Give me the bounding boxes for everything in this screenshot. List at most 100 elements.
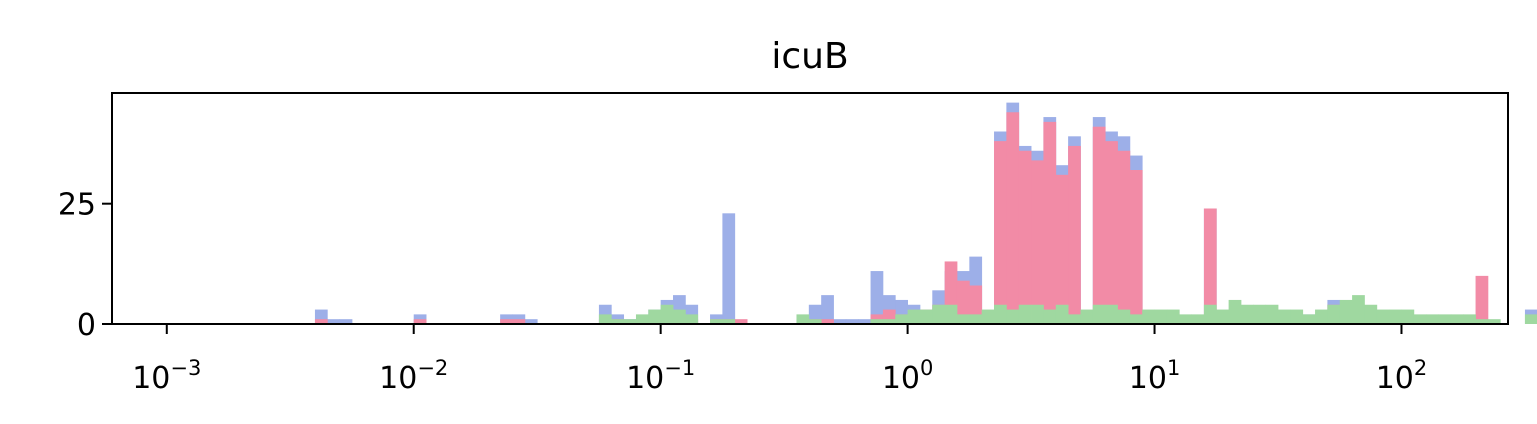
histogram-bar-s0-b1 [327, 319, 341, 324]
histogram-bar-s2-b70 [1179, 314, 1192, 324]
histogram-bar-s2-b40 [808, 319, 822, 324]
chart-title: icuB [771, 36, 848, 77]
histogram-bar-s0-b41 [821, 295, 834, 324]
histogram-bar-s2-b33 [722, 319, 736, 324]
histogram-bar-s1-b65 [1117, 150, 1131, 324]
histogram-bar-s1-b52 [956, 280, 970, 324]
histogram-bar-s2-b49 [919, 309, 933, 324]
histogram-bar-s2-b51 [944, 304, 958, 324]
histogram-bar-s1-b34 [734, 319, 748, 324]
histogram-bar-s2-b56 [1006, 309, 1020, 324]
histogram-bar-s2-b78 [1278, 309, 1291, 324]
histogram-bar-s2-b62 [1080, 309, 1094, 324]
histogram-bar-s1-b66 [1129, 170, 1143, 324]
histogram-bar-s0-b44 [858, 319, 871, 324]
histogram-bar-s2-b68 [1154, 309, 1168, 324]
histogram-bar-s2-b65 [1117, 309, 1131, 324]
histogram-bar-s2-b58 [1031, 304, 1044, 324]
x-tick-label-0: 10−3 [132, 356, 201, 396]
histogram-bar-s2-b29 [673, 309, 686, 324]
y-axis: 0 25 [58, 188, 112, 343]
histogram-bar-s2-b48 [907, 309, 921, 324]
histogram-bar-s2-b27 [648, 309, 662, 324]
histogram-bar-s2-b53 [969, 314, 983, 324]
x-axis: 10−3 10−2 10−1 100 101 102 [132, 324, 1427, 396]
histogram-bar-s0-b42 [833, 319, 847, 324]
x-tick-label-4: 101 [1129, 356, 1181, 396]
histogram-bar-s2-b24 [611, 319, 625, 324]
histogram-bar-s1-b63 [1092, 126, 1106, 324]
histogram-bar-s2-b76 [1253, 304, 1267, 324]
histogram-bar-s2-b64 [1105, 304, 1118, 324]
histogram-bar-s2-b86 [1376, 309, 1390, 324]
histogram-bar-s2-b77 [1265, 304, 1279, 324]
histogram-bar-s2-b95 [1487, 319, 1501, 324]
histogram-bar-s2-b50 [932, 304, 946, 324]
histogram-bar-s2-b59 [1043, 309, 1057, 324]
histogram-bar-s1-b58 [1031, 160, 1044, 324]
histogram-bar-s2-b60 [1055, 304, 1069, 324]
histogram-bar-s2-b67 [1142, 309, 1155, 324]
histogram-bar-s2-b84 [1352, 295, 1365, 324]
histogram-bar-s0-b17 [524, 319, 538, 324]
histogram-bar-s2-b94 [1475, 319, 1489, 324]
histogram-bar-s2-b89 [1413, 314, 1427, 324]
histogram-bar-s2-b63 [1092, 304, 1106, 324]
histogram-bar-s2-b72 [1203, 304, 1217, 324]
plot-frame [111, 92, 1509, 325]
x-tick-label-3: 100 [882, 356, 934, 396]
histogram-bar-s1-b59 [1043, 121, 1057, 324]
x-tick-label-2: 10−1 [626, 356, 695, 396]
histogram-bar-s2-b87 [1389, 309, 1402, 324]
histogram-bar-s1-b94 [1475, 275, 1489, 324]
histogram-bar-s2-b73 [1216, 309, 1230, 324]
y-tick-label-0: 0 [77, 308, 96, 343]
x-tick-label-1: 10−2 [379, 356, 448, 396]
histogram-bar-s2-b90 [1426, 314, 1439, 324]
histogram-bar-s2-b74 [1228, 299, 1242, 324]
histogram-bar-s2-b92 [1450, 314, 1464, 324]
histogram-bar-s2-b26 [635, 314, 649, 324]
histogram-bar-s2-b23 [598, 314, 612, 324]
histogram-bar-s0-b2 [339, 319, 353, 324]
histogram-bar-s2-b28 [660, 304, 674, 324]
histogram-bar-s2-b93 [1463, 314, 1476, 324]
histogram-bar-s1-b15 [500, 319, 513, 324]
histogram-bar-s2-b75 [1240, 304, 1254, 324]
histogram-bar-s2-b79 [1290, 309, 1304, 324]
histogram-bar-s2-b69 [1166, 309, 1180, 324]
histogram-bar-s2-b82 [1327, 304, 1341, 324]
histogram-bar-s1-b56 [1006, 112, 1020, 324]
histogram-bar-s0-b33 [722, 213, 736, 324]
x-tick-label-5: 102 [1376, 356, 1428, 396]
histogram-bar-s0-b45 [870, 271, 884, 324]
histogram-bar-s2-b91 [1438, 314, 1452, 324]
histogram-bar-s2-b45 [870, 319, 884, 324]
histogram-bar-s1-b16 [512, 319, 526, 324]
y-tick-label-1: 25 [58, 188, 96, 223]
histogram-bar-s2-b46 [882, 319, 896, 324]
histogram-bar-s2-b55 [994, 304, 1007, 324]
histogram-bar-s2-b52 [956, 314, 970, 324]
histogram-bar-s1-b57 [1018, 150, 1032, 324]
histogram-bar-s2-b61 [1068, 314, 1081, 324]
histogram-bar-s1-b55 [994, 141, 1007, 324]
histogram-bar-s2-b81 [1315, 309, 1328, 324]
histogram-bar-s1-b41 [821, 319, 834, 324]
histogram-bar-s2-b57 [1018, 304, 1032, 324]
histogram-bar-s1-b64 [1105, 141, 1118, 324]
histogram-bar-s2-b71 [1191, 314, 1205, 324]
histogram-bars [314, 102, 1537, 324]
histogram-bar-s2-b66 [1129, 314, 1143, 324]
histogram-bar-s1-b60 [1055, 174, 1069, 324]
histogram-bar-s2-b88 [1401, 309, 1415, 324]
histogram-bar-s0-b43 [845, 319, 859, 324]
histogram-bar-s2-b85 [1364, 304, 1378, 324]
histogram-bar-s2-b83 [1339, 299, 1353, 324]
histogram-bar-s2-b54 [981, 309, 995, 324]
histogram-bar-s1-b0 [314, 319, 328, 324]
histogram-bar-s2-b98 [1524, 314, 1537, 324]
histogram-bar-s2-b47 [895, 314, 909, 324]
histogram-bar-s2-b25 [623, 319, 637, 324]
